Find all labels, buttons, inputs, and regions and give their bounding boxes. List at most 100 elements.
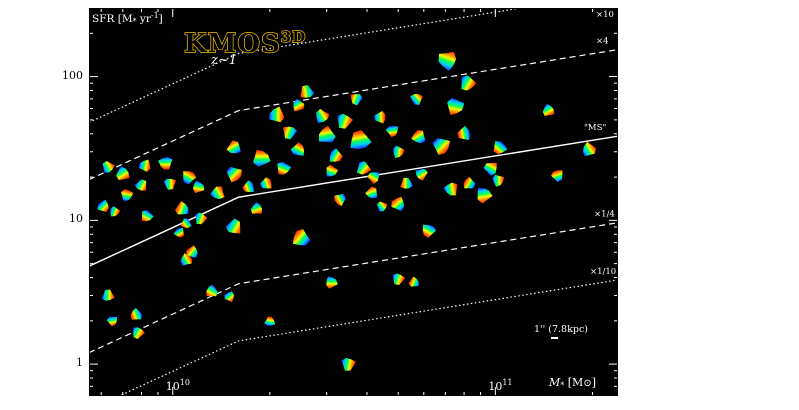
y-tick-label: 10 (69, 212, 83, 226)
y-tick-label: 1 (76, 356, 83, 370)
galaxy-velocity-map (226, 140, 241, 154)
galaxy-velocity-map (367, 172, 379, 184)
galaxy-point (415, 168, 428, 181)
galaxy-point (447, 97, 465, 116)
galaxy-velocity-map (264, 316, 276, 326)
galaxy-velocity-map (116, 166, 130, 181)
galaxy-velocity-map (253, 149, 271, 167)
galaxy-point (292, 229, 311, 246)
galaxy-velocity-map (300, 85, 315, 98)
galaxy-point (253, 149, 271, 167)
main-sequence-chart: ×10 ×4 "MS" ×1/4 ×1/10 1010 1011 KMOS3D z~1 S… (89, 8, 618, 396)
galaxy-point (391, 196, 405, 212)
galaxy-velocity-map (392, 273, 406, 286)
galaxy-velocity-map (385, 126, 399, 138)
plot-frame (89, 8, 618, 396)
galaxy-velocity-map (226, 166, 242, 183)
galaxy-velocity-map (326, 276, 338, 289)
galaxy-point (226, 166, 242, 183)
galaxy-velocity-map (461, 75, 477, 91)
galaxy-point (318, 125, 336, 143)
galaxy-velocity-map (259, 177, 272, 189)
galaxy-velocity-map (334, 193, 347, 207)
galaxy-velocity-map (493, 141, 508, 155)
chart-subtitle: z~1 (210, 53, 237, 68)
galaxy-point (206, 284, 218, 297)
galaxy-velocity-map (463, 176, 476, 189)
galaxy-point (542, 103, 555, 117)
galaxy-point (138, 159, 151, 172)
galaxy-velocity-map (447, 97, 465, 116)
galaxy-point (438, 51, 457, 72)
galaxy-point (329, 148, 343, 162)
x-tick-label: 1011 (488, 378, 512, 393)
galaxy-point (290, 142, 305, 156)
galaxy-velocity-map (551, 170, 563, 183)
galaxy-point (443, 182, 458, 196)
x-axis-label: M* [M⊙] (548, 376, 596, 390)
galaxy-point (186, 245, 198, 258)
galaxy-velocity-map (542, 103, 555, 117)
galaxy-velocity-map (133, 327, 145, 340)
galaxy-velocity-map (193, 180, 205, 194)
galaxy-velocity-map (225, 218, 241, 234)
galaxy-point (392, 273, 406, 286)
galaxy-velocity-map (350, 94, 363, 106)
sequence-label-3: ×1/4 (594, 210, 615, 220)
sequence-label-4: ×1/10 (590, 267, 616, 277)
galaxy-velocity-map (163, 178, 177, 190)
galaxy-point (180, 253, 192, 266)
galaxy-point (493, 141, 508, 155)
sequence-label-1: ×4 (596, 37, 609, 47)
sequence-line-4 (117, 279, 618, 396)
galaxy-velocity-map (121, 189, 134, 202)
galaxy-point (385, 126, 399, 138)
galaxy-velocity-map (186, 245, 198, 258)
galaxy-point (193, 180, 205, 194)
galaxy-point (174, 201, 189, 215)
galaxy-point (173, 227, 184, 238)
galaxy-velocity-map (101, 289, 115, 301)
galaxy-velocity-map (337, 113, 354, 129)
galaxy-velocity-map (293, 98, 305, 112)
galaxy-velocity-map (250, 201, 263, 214)
galaxy-velocity-map (292, 229, 311, 246)
galaxy-point (422, 224, 437, 238)
galaxy-point (226, 140, 241, 154)
galaxy-point (350, 130, 372, 150)
galaxy-point (326, 276, 338, 289)
galaxy-point (101, 289, 115, 301)
galaxy-point (283, 126, 298, 140)
galaxy-velocity-map (316, 108, 330, 123)
galaxy-point (411, 130, 426, 144)
galaxy-velocity-map (350, 130, 372, 150)
galaxy-point (116, 166, 130, 181)
galaxy-velocity-map (290, 142, 305, 156)
galaxy-velocity-map (141, 210, 154, 222)
galaxy-velocity-map (180, 218, 192, 229)
galaxy-velocity-map (391, 196, 405, 212)
galaxy-velocity-map (195, 212, 208, 225)
galaxy-velocity-map (374, 111, 386, 124)
galaxy-velocity-map (224, 291, 234, 302)
galaxy-velocity-map (277, 161, 292, 175)
galaxy-point (264, 316, 276, 326)
galaxy-point (316, 108, 330, 123)
galaxy-velocity-map (110, 206, 121, 217)
galaxy-point (163, 178, 177, 190)
galaxy-velocity-map (376, 201, 388, 212)
galaxy-point (242, 180, 254, 193)
galaxy-velocity-map (157, 156, 173, 170)
galaxy-point (408, 276, 419, 287)
galaxy-point (110, 206, 121, 217)
galaxy-point (106, 316, 118, 327)
scale-bar (551, 337, 558, 339)
galaxy-point (133, 327, 145, 340)
galaxy-point (293, 98, 305, 112)
galaxy-point (367, 172, 379, 184)
galaxy-point (492, 174, 505, 187)
galaxy-point (400, 177, 413, 189)
galaxy-point (134, 179, 147, 191)
galaxy-point (97, 199, 109, 213)
galaxy-velocity-map (106, 316, 118, 327)
